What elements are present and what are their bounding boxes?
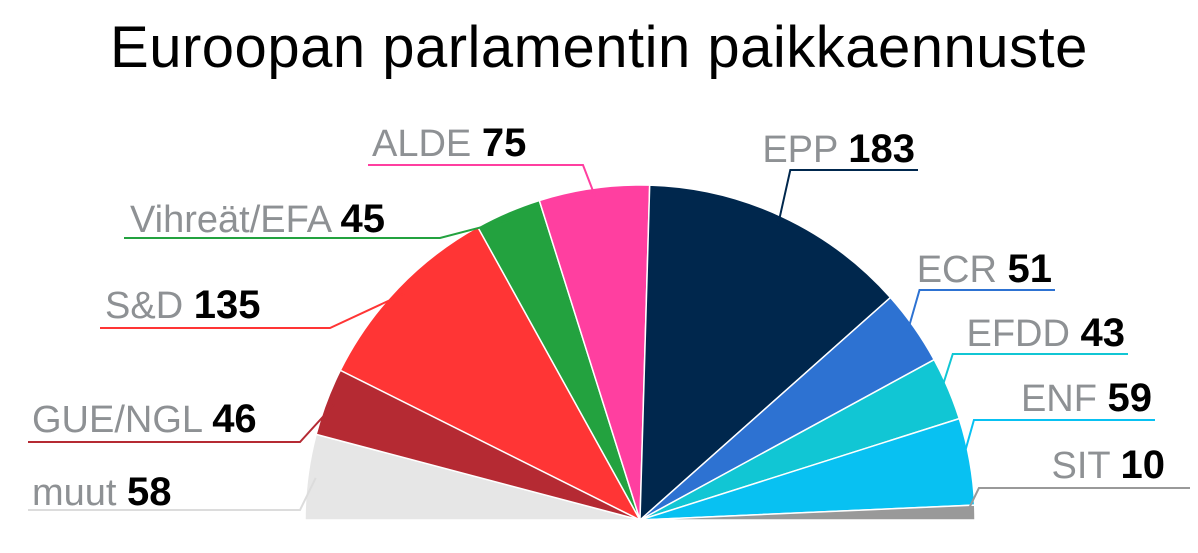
label-efdd: EFDD 43: [967, 311, 1126, 355]
leader-line: [368, 164, 596, 197]
value-label: 183: [848, 127, 915, 171]
label-gue-ngl: GUE/NGL 46: [32, 397, 257, 441]
label-s-d: S&D 135: [105, 283, 260, 327]
value-label: 51: [1008, 247, 1053, 291]
value-label: 58: [127, 470, 172, 514]
category-label: ALDE: [372, 123, 482, 165]
value-label: 75: [482, 121, 527, 165]
category-label: ENF: [1021, 378, 1108, 420]
leader-line: [960, 419, 1155, 463]
label-alde: ALDE 75: [372, 121, 526, 165]
label-muut: muut 58: [32, 470, 172, 514]
leader-line: [124, 218, 512, 239]
category-label: muut: [32, 472, 127, 514]
category-label: S&D: [105, 285, 194, 327]
category-label: GUE/NGL: [32, 399, 212, 441]
value-label: 135: [194, 283, 261, 327]
category-label: ECR: [917, 249, 1008, 291]
slices: [304, 184, 976, 522]
leader-line: [939, 353, 1128, 393]
value-label: 46: [212, 397, 257, 441]
chart-title: Euroopan parlamentin paikkaennuste: [110, 15, 1088, 80]
label-vihre-t-efa: Vihreät/EFA 45: [130, 197, 385, 241]
leader-lines: [28, 164, 1190, 514]
label-epp: EPP 183: [762, 127, 915, 171]
value-label: 43: [1081, 311, 1126, 355]
leader-line: [906, 289, 1055, 333]
category-label: Vihreät/EFA: [130, 199, 341, 241]
value-label: 59: [1108, 376, 1153, 420]
slice-epp: [639, 184, 892, 522]
value-label: 10: [1121, 443, 1166, 487]
label-enf: ENF 59: [1021, 376, 1152, 420]
labels: muut 58 GUE/NGL 46 S&D 135 Vihreät/EFA 45 AL…: [32, 121, 1165, 514]
value-label: 45: [341, 197, 386, 241]
category-label: SIT: [1052, 445, 1121, 487]
leader-line: [28, 403, 335, 443]
category-label: EPP: [762, 129, 848, 171]
slice-s-d: [339, 225, 642, 522]
leader-line: [100, 292, 405, 329]
slice-sit: [639, 504, 976, 521]
leader-line: [777, 169, 918, 224]
label-sit: SIT 10: [1052, 443, 1166, 487]
leader-line: [966, 487, 1190, 514]
leader-line: [28, 477, 317, 511]
label-ecr: ECR 51: [917, 247, 1052, 291]
category-label: EFDD: [967, 313, 1081, 355]
